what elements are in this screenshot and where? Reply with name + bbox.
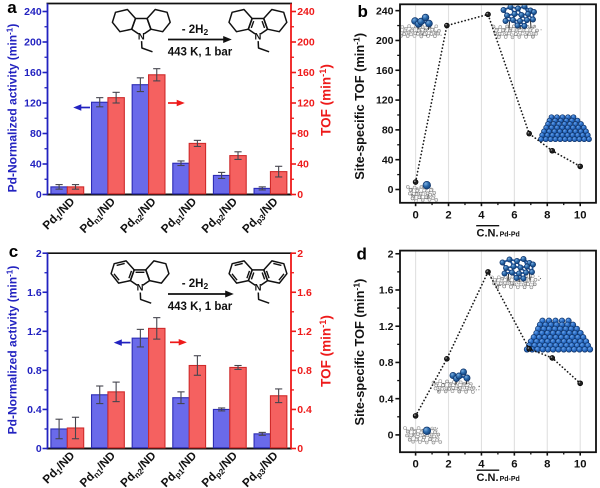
svg-text:2: 2 [445,459,451,471]
svg-text:0: 0 [412,209,418,221]
svg-text:443 K, 1 bar: 443 K, 1 bar [168,47,233,59]
svg-text:C.N.: C.N. [477,227,499,239]
svg-text:- 2H2: - 2H2 [182,278,209,291]
svg-text:c: c [9,242,18,261]
svg-text:0: 0 [36,443,42,455]
svg-text:120: 120 [376,95,394,107]
svg-text:120: 120 [24,98,42,110]
svg-text:2: 2 [388,248,394,260]
svg-text:N: N [254,31,261,42]
svg-text:8: 8 [544,209,550,221]
svg-text:160: 160 [24,67,42,79]
svg-text:80: 80 [382,124,394,136]
svg-text:10: 10 [574,459,587,471]
svg-text:2: 2 [297,248,303,260]
svg-text:1.6: 1.6 [297,287,312,299]
svg-text:1.6: 1.6 [379,285,394,297]
svg-text:443 K, 1 bar: 443 K, 1 bar [168,301,233,313]
svg-text:120: 120 [297,98,315,110]
svg-text:4: 4 [478,459,485,471]
svg-text:d: d [357,245,367,264]
svg-text:N: N [137,283,144,294]
svg-text:Pd-Normalized activity (min-1): Pd-Normalized activity (min-1) [6,24,20,193]
svg-text:Pd-Normalized activity (min-1): Pd-Normalized activity (min-1) [6,266,20,435]
svg-text:240: 240 [297,6,315,18]
svg-text:80: 80 [297,128,309,140]
svg-text:0.4: 0.4 [379,393,394,405]
svg-text:TOF (min-1): TOF (min-1) [318,315,334,387]
svg-text:10: 10 [574,209,587,221]
svg-text:2: 2 [445,209,451,221]
svg-text:0: 0 [36,189,42,201]
svg-text:0: 0 [388,184,394,196]
svg-text:40: 40 [297,159,309,171]
svg-text:40: 40 [382,154,394,166]
svg-text:1.2: 1.2 [27,326,42,338]
svg-text:Pd-Pd: Pd-Pd [500,231,520,238]
svg-text:N: N [255,283,262,294]
svg-text:2: 2 [36,248,42,260]
svg-text:240: 240 [376,5,394,17]
svg-text:6: 6 [511,209,517,221]
svg-text:0: 0 [412,459,418,471]
svg-text:1.2: 1.2 [379,321,394,333]
svg-text:a: a [7,0,17,17]
svg-text:1.6: 1.6 [27,287,42,299]
svg-text:0.4: 0.4 [297,404,312,416]
svg-text:Site-specific TOF (min-1): Site-specific TOF (min-1) [352,33,367,180]
svg-text:240: 240 [24,6,42,18]
svg-text:0.8: 0.8 [27,365,42,377]
svg-text:200: 200 [376,35,394,47]
svg-text:0.8: 0.8 [379,357,394,369]
svg-text:1.2: 1.2 [297,326,312,338]
svg-text:b: b [358,2,368,21]
svg-text:40: 40 [30,159,42,171]
svg-text:0.8: 0.8 [297,365,312,377]
svg-text:C.N.: C.N. [477,472,499,484]
svg-text:0: 0 [297,443,303,455]
svg-text:Pd-Pd: Pd-Pd [500,476,520,483]
svg-text:Site-specific TOF (min-1): Site-specific TOF (min-1) [352,279,367,426]
svg-text:80: 80 [30,128,42,140]
svg-text:200: 200 [297,37,315,49]
svg-text:0.4: 0.4 [27,404,42,416]
svg-text:200: 200 [24,37,42,49]
svg-text:8: 8 [544,459,550,471]
svg-text:6: 6 [511,459,517,471]
svg-text:- 2H2: - 2H2 [182,24,209,37]
svg-text:160: 160 [297,67,315,79]
svg-text:N: N [138,31,145,42]
svg-text:4: 4 [478,209,485,221]
svg-text:160: 160 [376,65,394,77]
svg-text:TOF (min-1): TOF (min-1) [318,64,334,136]
svg-text:0: 0 [388,430,394,442]
svg-text:0: 0 [297,189,303,201]
